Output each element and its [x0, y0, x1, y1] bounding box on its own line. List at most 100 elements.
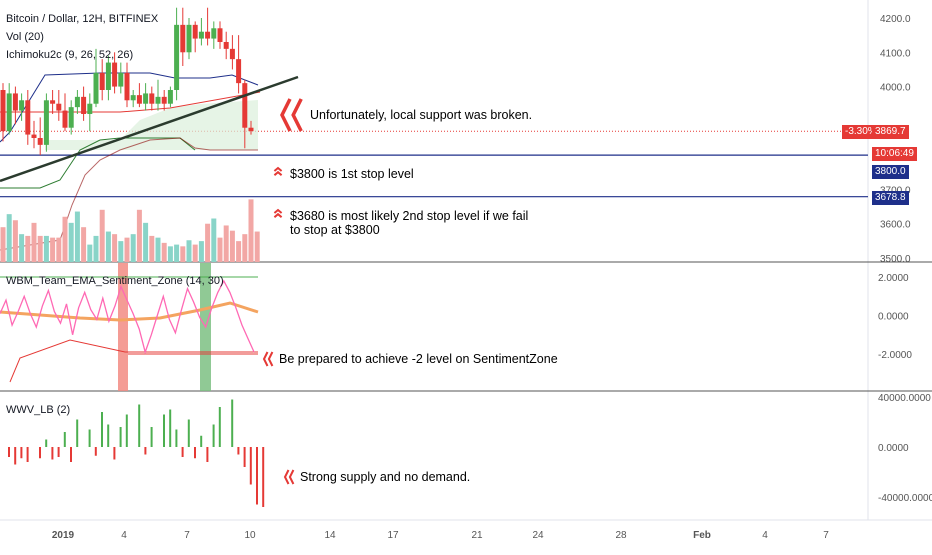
wwv-tick-label: -40000.0000: [878, 493, 932, 504]
candle-body: [167, 90, 173, 104]
volume-bar: [180, 246, 186, 262]
candle-body: [236, 59, 242, 84]
double-chevron-up-icon: [273, 166, 283, 176]
annotation-stop2-line1: $3680 is most likely 2nd stop level if w…: [290, 209, 529, 223]
volume-bar: [130, 234, 136, 262]
wwv-tick-label: 0.0000: [878, 443, 909, 454]
volume-bar: [254, 231, 260, 262]
volume-bar: [149, 235, 155, 262]
vol-indicator-label[interactable]: Vol (20): [6, 31, 44, 43]
volume-bar: [6, 214, 12, 262]
candle-body: [12, 93, 18, 111]
volume-bar: [31, 222, 37, 262]
candle-body: [112, 62, 118, 87]
sentiment-lower-band: [9, 339, 258, 383]
price-tick-label: 3700.0: [880, 185, 911, 196]
candle-body: [211, 28, 217, 39]
volume-bar: [19, 234, 25, 262]
broken-trendline: [0, 75, 299, 183]
candle-body: [192, 24, 198, 39]
price-tick-label: 4100.0: [880, 48, 911, 59]
level1-price-tag: 3800.0: [872, 165, 909, 179]
volume-bar: [174, 244, 180, 262]
candle-body: [198, 31, 204, 39]
volume-bar: [198, 241, 204, 262]
candle-body: [31, 134, 37, 138]
volume-bar: [99, 209, 105, 262]
candle-body: [248, 127, 254, 132]
candle-body: [87, 103, 93, 114]
volume-bar: [124, 237, 130, 262]
volume-bar: [143, 222, 149, 262]
candle-body: [223, 42, 229, 49]
candle-body: [242, 83, 248, 128]
time-axis-label: 4: [121, 530, 127, 541]
wwv-tick-label: 40000.0000: [878, 393, 931, 404]
candle-body: [217, 28, 223, 42]
time-axis-label: 28: [615, 530, 627, 541]
annotation-support-broken: Unfortunately, local support was broken.: [310, 108, 533, 122]
double-chevron-left-icon: [280, 98, 303, 132]
price-tick-label: 3600.0: [880, 220, 911, 231]
candle-body: [180, 24, 186, 53]
volume-bar: [192, 244, 198, 262]
candle-body: [62, 110, 68, 128]
volume-bar: [211, 218, 217, 262]
candle-body: [105, 62, 111, 90]
volume-bar: [112, 234, 118, 262]
sentiment-indicator-label[interactable]: WBM_Team_EMA_Sentiment_Zone (14, 30): [6, 275, 224, 287]
candle-body: [136, 95, 142, 104]
volume-bar: [68, 222, 74, 262]
candle-body: [6, 93, 12, 132]
countdown-timer-tag: 10:06:49: [872, 147, 917, 161]
chart-title: Bitcoin / Dollar, 12H, BITFINEX: [6, 13, 159, 25]
wwv-indicator-label[interactable]: WWV_LB (2): [6, 404, 71, 416]
sentiment-line: [0, 279, 255, 355]
volume-bar: [248, 199, 254, 262]
candle-body: [124, 72, 130, 101]
level2-price-tag: 3678.8: [872, 191, 909, 205]
volume-bar: [93, 235, 99, 262]
candle-body: [186, 24, 192, 53]
ichimoku-cloud: [45, 100, 258, 150]
volume-bar: [56, 237, 62, 262]
candle-body: [99, 72, 105, 90]
candle-body: [130, 95, 136, 101]
double-chevron-left-icon: [262, 351, 274, 367]
candle-body: [205, 31, 211, 39]
candle-body: [93, 72, 99, 104]
volume-bar: [242, 234, 248, 262]
price-tick-label: 4000.0: [880, 83, 911, 94]
time-axis-label: 21: [471, 530, 483, 541]
last-price-tag: 3869.7: [872, 125, 909, 139]
candle-body: [149, 93, 155, 104]
volume-bar: [62, 216, 68, 262]
double-chevron-up-icon: [273, 208, 283, 218]
candle-body: [50, 100, 56, 104]
candle-body: [155, 96, 161, 104]
candle-body: [143, 93, 149, 104]
candle-body: [25, 100, 31, 135]
time-axis-label: 7: [184, 530, 190, 541]
annotation-supply: Strong supply and no demand.: [300, 470, 471, 484]
candle-body: [68, 107, 74, 128]
sentiment-tick-label: 0.0000: [878, 312, 909, 323]
volume-bar: [161, 242, 167, 262]
time-axis-label: 17: [387, 530, 399, 541]
volume-bar: [236, 241, 242, 262]
annotation-stop1: $3800 is 1st stop level: [290, 167, 414, 181]
ichimoku-conversion-line: [0, 91, 261, 113]
sentiment-tick-label: -2.0000: [878, 350, 912, 361]
ichimoku-indicator-label[interactable]: Ichimoku2c (9, 26, 52, 26): [6, 49, 134, 61]
candle-body: [37, 138, 43, 145]
volume-bar: [205, 223, 211, 262]
volume-bar: [217, 237, 223, 262]
time-axis-label: 4: [762, 530, 768, 541]
candle-body: [19, 100, 25, 111]
volume-bar: [105, 231, 111, 262]
volume-bar: [43, 235, 49, 262]
volume-bar: [155, 237, 161, 262]
candle-body: [118, 72, 124, 87]
candle-body: [229, 48, 235, 60]
